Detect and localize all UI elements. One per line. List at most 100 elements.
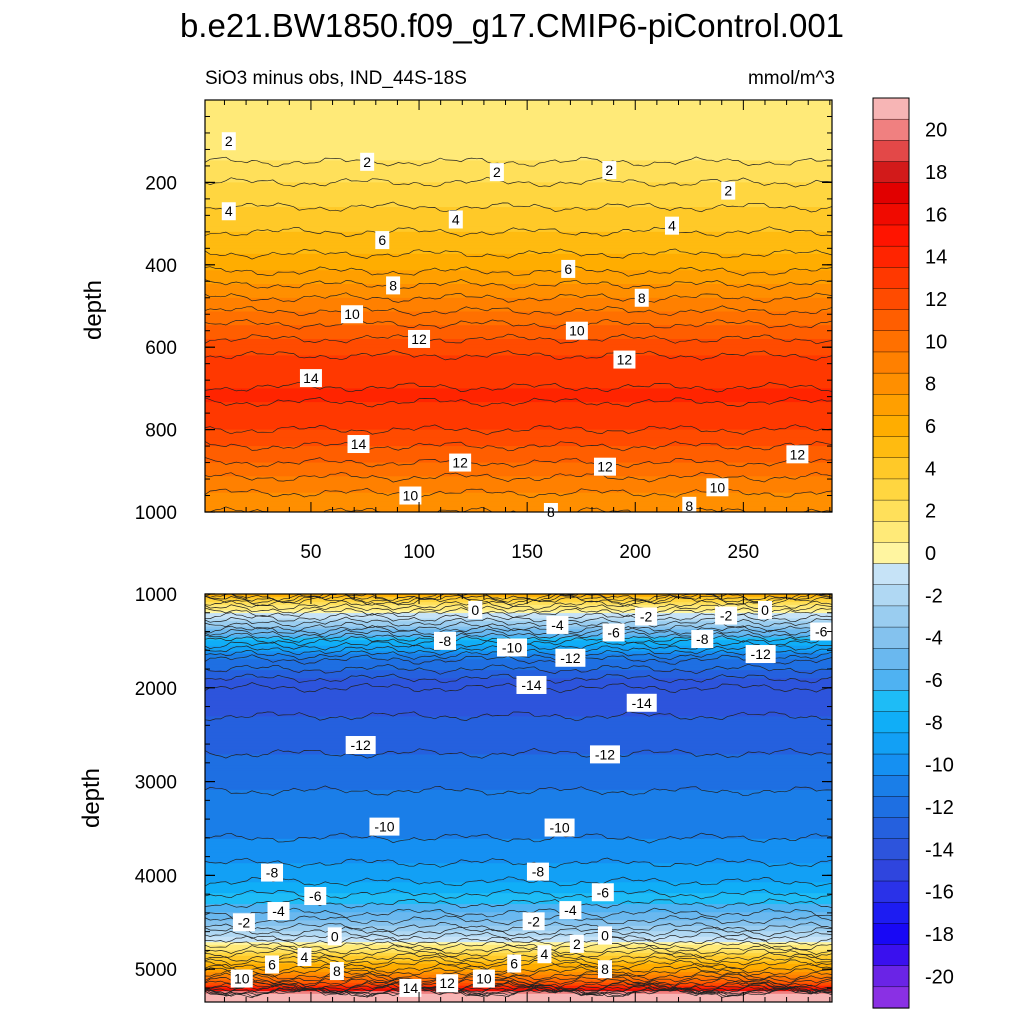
contour-label-text: 0 (331, 928, 339, 944)
contour-band (205, 776, 832, 780)
contour-label-text: -2 (640, 609, 653, 625)
contour-label-box (721, 181, 736, 200)
contour-band (205, 876, 832, 881)
colorbar-swatch (872, 436, 910, 459)
contour-label: 12 (593, 457, 616, 476)
x-tick-label: 250 (728, 542, 760, 563)
contour-label-box (497, 638, 528, 657)
contour-band (205, 759, 832, 764)
contour-band (205, 852, 832, 856)
contour-band (205, 923, 832, 927)
contour-band (205, 278, 832, 282)
contour-line (205, 930, 832, 942)
contour-band (205, 284, 832, 288)
contour-label-box (597, 926, 612, 945)
contour-label-text: 8 (638, 290, 646, 306)
contour-band (205, 871, 832, 875)
contour-band (205, 806, 832, 810)
contour-label-text: 2 (573, 936, 581, 952)
contour-line (205, 977, 832, 989)
contour-label: -10 (369, 817, 400, 836)
contour-label-text: 12 (439, 975, 455, 991)
contour-label-text: 10 (403, 488, 419, 504)
contour-band (205, 618, 832, 622)
contour-label-box (299, 369, 322, 388)
contour-band (205, 893, 832, 897)
colorbar-tick-label: 20 (925, 120, 947, 142)
contour-band (205, 610, 832, 614)
x-axis (223, 594, 831, 1002)
contour-label: -10 (544, 818, 575, 837)
contour-label-text: 2 (605, 162, 613, 178)
contour-label-text: -12 (351, 737, 371, 753)
contour-band (205, 396, 832, 400)
contour-label-box (433, 631, 456, 650)
contour-band (205, 746, 832, 750)
contour-band (205, 730, 832, 734)
contour-label-text: 6 (510, 956, 518, 972)
contour-band (205, 424, 832, 428)
colorbar-tick-label: 12 (925, 289, 947, 311)
contour-band (205, 819, 832, 824)
contour-line (205, 747, 832, 759)
contour-label-text: 2 (225, 133, 233, 149)
contour-band (205, 113, 832, 118)
contour-band (205, 732, 832, 737)
contour-band (205, 817, 832, 821)
contour-line (205, 621, 832, 633)
contour-line (205, 970, 832, 981)
colorbar-swatch (872, 542, 910, 565)
lower-y-axis-label: depth (78, 768, 105, 828)
contour-label-text: 2 (363, 154, 371, 170)
contour-label: 12 (613, 350, 636, 369)
contour-label-box (597, 960, 612, 979)
contour-band (205, 476, 832, 480)
contour-band (205, 223, 832, 227)
contour-band (205, 936, 832, 941)
colorbar-swatch (872, 457, 910, 480)
colorbar-tick-label: -8 (925, 712, 943, 734)
contour-label-text: -10 (549, 820, 569, 836)
contour-label-box (261, 863, 284, 882)
contour-band (205, 333, 832, 337)
contour-label: 10 (399, 486, 422, 505)
colorbar-tick-label: 8 (925, 374, 936, 396)
contour-band (205, 795, 832, 799)
contour-band (205, 171, 832, 175)
contour-label-text: 6 (378, 232, 386, 248)
contour-band (205, 719, 832, 723)
contour-band (205, 349, 832, 354)
colorbar-swatch (872, 182, 910, 205)
contour-band (205, 664, 832, 669)
colorbar-swatch (872, 901, 910, 924)
contour-band (205, 295, 832, 299)
contour-label-box (602, 161, 617, 180)
colorbar-swatch (872, 203, 910, 226)
contour-label-box (745, 645, 776, 664)
contour-band (205, 784, 832, 788)
contour-label-text: 10 (476, 971, 492, 987)
contour-label-box (468, 600, 483, 619)
contour-band (205, 267, 832, 271)
contour-label: -14 (626, 693, 657, 712)
contour-band (205, 596, 832, 601)
contour-band (205, 787, 832, 791)
contour-band (205, 330, 832, 335)
contour-band (205, 944, 832, 949)
contour-band (205, 366, 832, 370)
contour-label-text: 10 (344, 306, 360, 322)
y-tick-label: 600 (145, 338, 177, 359)
contour-band (205, 341, 832, 346)
contour-band (205, 451, 832, 455)
contour-band (205, 996, 832, 1000)
contour-label-box (516, 675, 547, 694)
contour-label-text: -6 (309, 888, 322, 904)
contour-band (205, 245, 832, 249)
contour-label: -2 (522, 912, 545, 931)
contour-label-box (634, 288, 649, 307)
colorbar-swatch (872, 309, 910, 332)
contour-label-text: 8 (333, 963, 341, 979)
x-tick-label: 150 (511, 542, 543, 563)
colorbar-swatch (872, 245, 910, 268)
